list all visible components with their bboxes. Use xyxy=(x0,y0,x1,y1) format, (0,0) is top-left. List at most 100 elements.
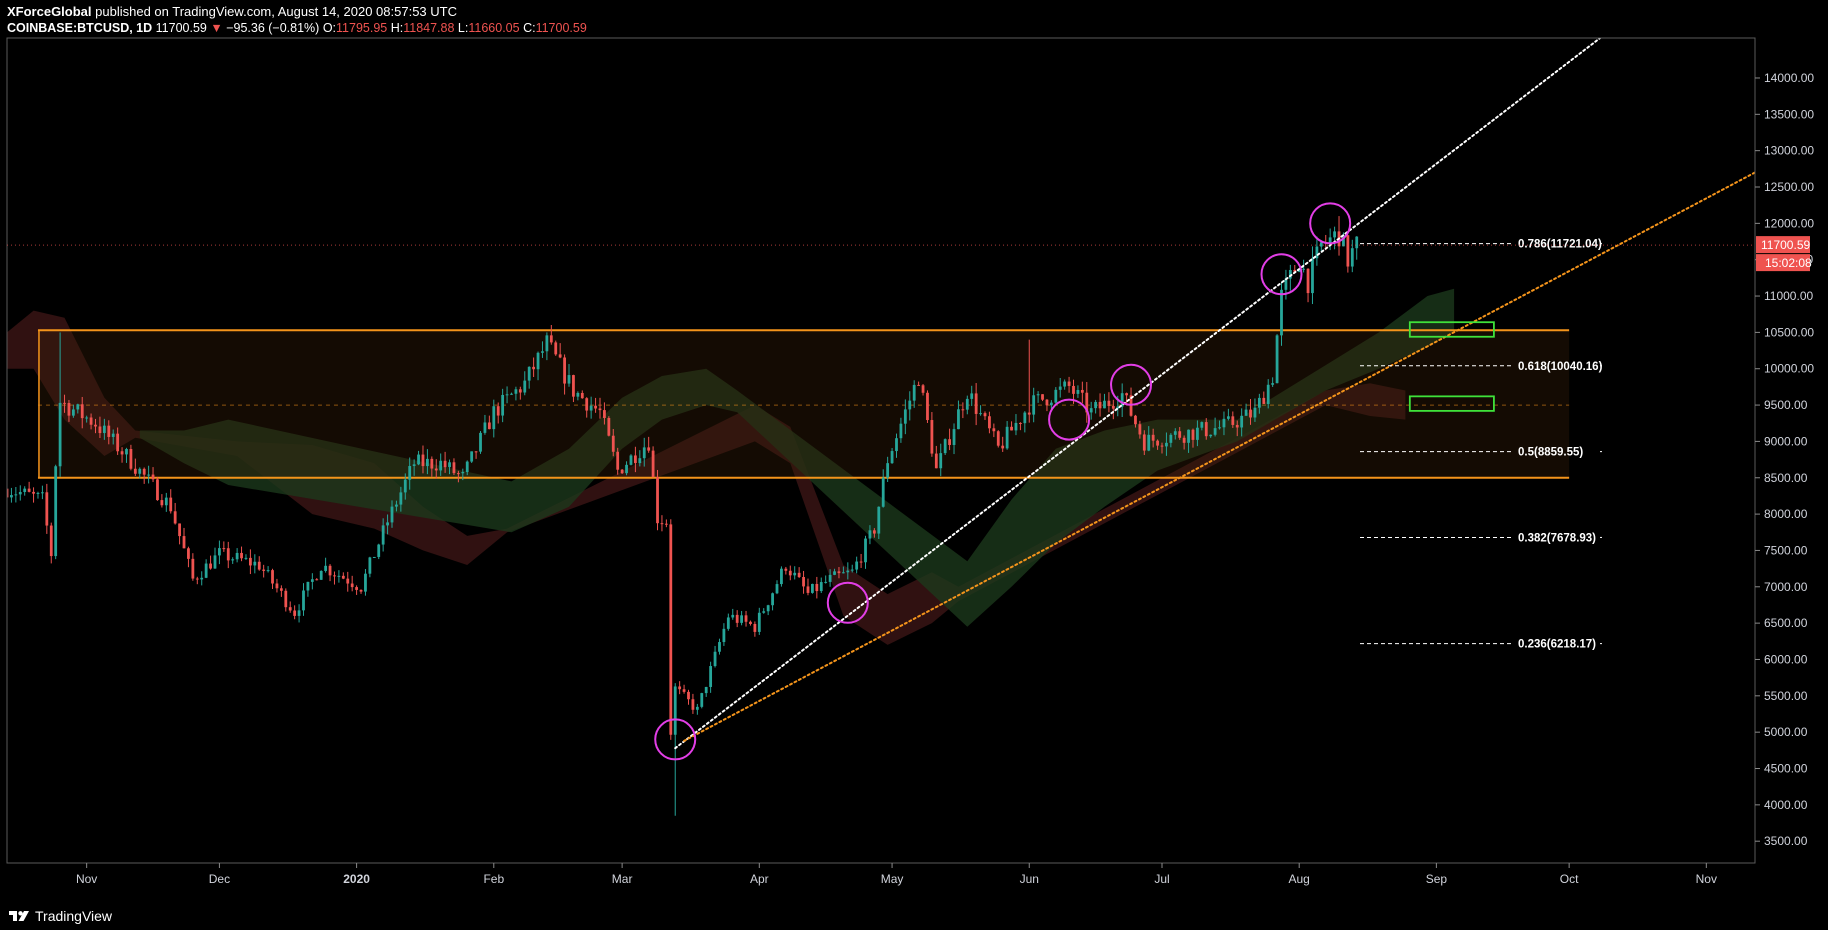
fib-label: 0.618(10040.16) xyxy=(1518,361,1603,373)
candle xyxy=(452,458,456,476)
candle-body xyxy=(1253,407,1257,418)
candle xyxy=(1275,334,1279,384)
candle xyxy=(1160,442,1164,454)
candle-body xyxy=(1080,389,1084,393)
candle-body xyxy=(527,366,531,381)
candle xyxy=(1067,376,1071,393)
candle xyxy=(182,527,186,549)
candle-body xyxy=(1014,422,1018,431)
candle xyxy=(408,457,412,490)
candle-body xyxy=(187,548,190,559)
candle xyxy=(191,553,195,581)
candle xyxy=(554,340,558,356)
candle-body xyxy=(1222,418,1226,428)
candle xyxy=(1001,436,1005,452)
candle-body xyxy=(474,451,478,453)
candle-body xyxy=(1089,408,1093,413)
candle xyxy=(430,456,434,477)
candle-body xyxy=(439,460,443,471)
candle-body xyxy=(164,497,168,506)
candle-body xyxy=(558,354,562,358)
symbol-line: COINBASE:BTCUSD, 1D 11700.59 ▼ −95.36 (−… xyxy=(7,20,587,36)
candle-body xyxy=(607,417,611,436)
candle-body xyxy=(1116,406,1120,409)
y-tick-label: 9500.00 xyxy=(1764,398,1808,412)
fib-level: 0.236(6218.17) xyxy=(1360,639,1602,651)
candle xyxy=(1036,391,1040,403)
candle xyxy=(1142,430,1146,456)
candle-body xyxy=(554,342,558,355)
candle-body xyxy=(45,492,49,526)
y-tick-label: 9000.00 xyxy=(1764,434,1808,448)
candle-body xyxy=(1067,381,1071,386)
candle xyxy=(532,357,536,378)
candle-body xyxy=(1213,428,1217,435)
candle-body xyxy=(120,451,124,455)
candle xyxy=(1134,414,1137,428)
candle-body xyxy=(545,335,549,352)
candle xyxy=(1235,420,1239,437)
candle xyxy=(386,514,389,535)
candle-body xyxy=(399,492,403,505)
candle-body xyxy=(793,572,797,576)
candle-body xyxy=(63,402,66,404)
candle xyxy=(218,540,221,565)
candle-body xyxy=(67,403,71,416)
candle-body xyxy=(421,454,425,467)
candle xyxy=(355,585,358,595)
candle-body xyxy=(408,466,412,480)
candle xyxy=(350,575,354,592)
candle-body xyxy=(589,405,593,411)
candle-body xyxy=(372,556,376,558)
brand-name: TradingView xyxy=(35,908,113,924)
candle-body xyxy=(346,578,350,584)
candle xyxy=(585,397,589,418)
candle xyxy=(788,565,792,581)
y-tick-label: 4000.00 xyxy=(1764,798,1808,812)
candle-body xyxy=(98,426,102,434)
candle-body xyxy=(1173,431,1177,435)
candle xyxy=(952,423,956,455)
candle xyxy=(912,380,916,408)
candle-body xyxy=(293,610,297,616)
candle xyxy=(673,683,677,816)
candle xyxy=(213,547,217,569)
candle xyxy=(797,567,801,579)
candle-body xyxy=(173,511,177,524)
x-tick-label: Oct xyxy=(1560,872,1579,886)
candle xyxy=(815,576,819,599)
candle-body xyxy=(788,570,792,576)
candle-body xyxy=(726,617,730,629)
trendlines xyxy=(674,38,1755,750)
candle xyxy=(1041,394,1044,402)
candle-body xyxy=(1005,426,1009,449)
y-tick-label: 8000.00 xyxy=(1764,507,1808,521)
candle xyxy=(598,397,602,419)
symbol-name[interactable]: COINBASE:BTCUSD, 1D xyxy=(7,21,153,35)
candle-body xyxy=(350,583,354,588)
candle-body xyxy=(1023,412,1027,424)
publish-info: published on TradingView.com, August 14,… xyxy=(95,4,457,19)
candle xyxy=(1337,216,1341,256)
candle-body xyxy=(518,389,522,393)
candle xyxy=(1226,408,1230,421)
candle-body xyxy=(1311,258,1314,294)
tradingview-footer[interactable]: TradingView xyxy=(8,908,112,924)
candle-body xyxy=(257,561,261,570)
candle-body xyxy=(948,439,951,445)
candle-body xyxy=(952,429,956,445)
candle xyxy=(372,556,376,558)
candle-body xyxy=(1125,393,1129,396)
candle-body xyxy=(461,472,465,474)
candle xyxy=(943,438,947,456)
candle-body xyxy=(1346,235,1350,267)
author-name[interactable]: XForceGlobal xyxy=(7,4,92,19)
candle xyxy=(678,681,682,695)
candle-body xyxy=(664,523,668,525)
candle xyxy=(209,555,212,570)
candle-body xyxy=(784,568,788,571)
candle-body xyxy=(1085,392,1089,413)
candle xyxy=(147,465,151,484)
y-tick-label: 5000.00 xyxy=(1764,725,1808,739)
